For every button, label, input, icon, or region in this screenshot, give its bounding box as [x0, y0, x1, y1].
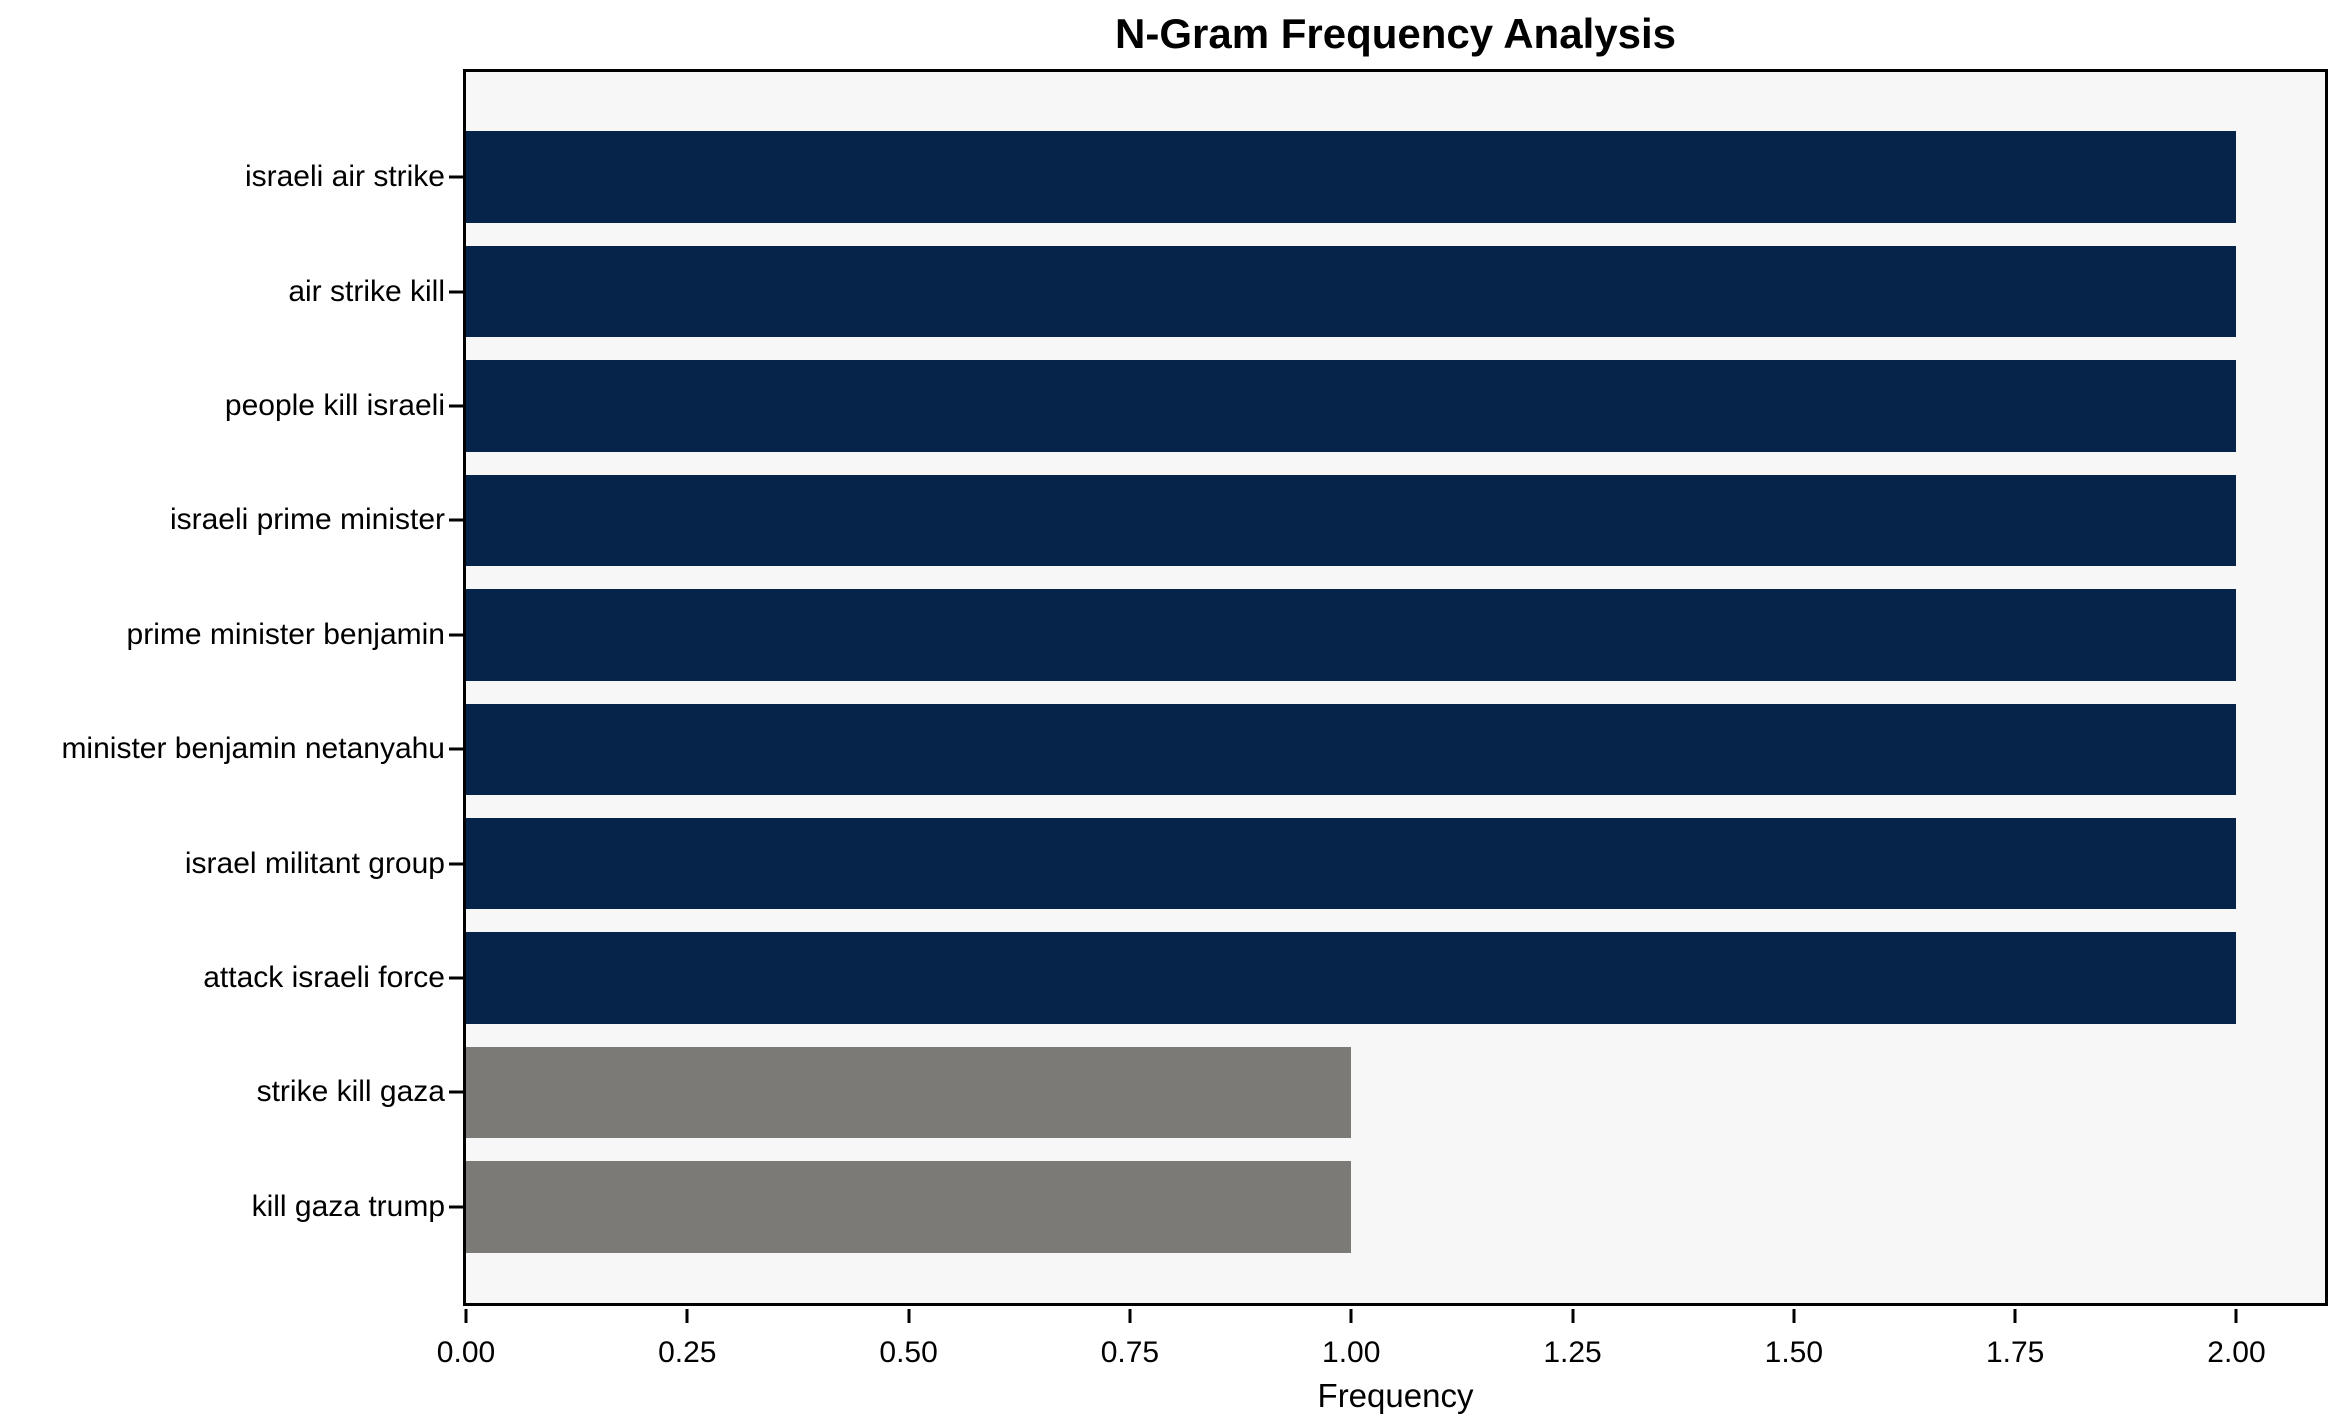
- x-tick-label: 1.25: [1543, 1336, 1602, 1369]
- y-tick-label: kill gaza trump: [251, 1189, 445, 1223]
- bar-israeli-air-strike: [466, 131, 2237, 223]
- x-tick-mark: [464, 1309, 468, 1323]
- bar-strike-kill-gaza: [466, 1046, 1352, 1139]
- x-tick-label: 0.75: [1100, 1336, 1160, 1369]
- x-tick-mark: [2013, 1309, 2017, 1323]
- y-tick-mark: [449, 1205, 463, 1209]
- bar-air-strike-kill: [466, 245, 2237, 338]
- x-tick-mark: [1571, 1309, 1575, 1323]
- y-tick-mark: [449, 633, 463, 637]
- x-axis-label: Frequency: [1317, 1377, 1474, 1414]
- bar-israel-militant-group: [466, 817, 2237, 910]
- x-tick-label: 1.00: [1322, 1336, 1381, 1369]
- y-tick-label: prime minister benjamin: [126, 617, 445, 651]
- y-tick-mark: [449, 175, 463, 179]
- x-tick-label: 2.00: [2207, 1336, 2266, 1369]
- plot-area: N-Gram Frequency Analysis Frequency isra…: [61, 10, 2328, 1414]
- y-tick-label: strike kill gaza: [256, 1075, 445, 1109]
- x-tick-mark: [685, 1309, 689, 1323]
- y-tick-mark: [449, 518, 463, 522]
- chart-title: N-Gram Frequency Analysis: [1115, 10, 1676, 57]
- x-tick-mark: [2234, 1309, 2238, 1323]
- y-tick-label: air strike kill: [288, 274, 445, 308]
- bar-people-kill-israeli: [466, 360, 2237, 452]
- y-tick-label: people kill israeli: [224, 389, 445, 423]
- x-tick-mark: [1792, 1309, 1796, 1323]
- y-tick-mark: [449, 747, 463, 751]
- y-tick-mark: [449, 862, 463, 866]
- x-tick-label: 0.25: [658, 1336, 717, 1369]
- y-tick-label: israeli air strike: [244, 160, 445, 194]
- y-tick-mark: [449, 1090, 463, 1094]
- bar-attack-israeli-force: [466, 932, 2237, 1024]
- x-tick-label: 1.50: [1764, 1336, 1824, 1369]
- x-tick-label: 0.00: [436, 1336, 496, 1369]
- x-tick-label: 1.75: [1985, 1336, 2045, 1369]
- bar-minister-benjamin-netanyahu: [466, 703, 2237, 796]
- x-tick-mark: [907, 1309, 911, 1323]
- bar-kill-gaza-trump: [466, 1161, 1352, 1253]
- y-tick-mark: [449, 404, 463, 408]
- x-tick-label: 0.50: [879, 1336, 938, 1369]
- bar-israeli-prime-minister: [466, 474, 2237, 567]
- y-tick-label: attack israeli force: [203, 961, 445, 995]
- y-tick-mark: [449, 976, 463, 980]
- x-tick-mark: [1128, 1309, 1132, 1323]
- x-tick-mark: [1349, 1309, 1353, 1323]
- y-tick-label: israeli prime minister: [169, 503, 445, 537]
- y-tick-label: minister benjamin netanyahu: [61, 732, 445, 766]
- bar-prime-minister-benjamin: [466, 589, 2237, 681]
- y-tick-label: israel militant group: [184, 846, 445, 880]
- y-tick-mark: [449, 290, 463, 294]
